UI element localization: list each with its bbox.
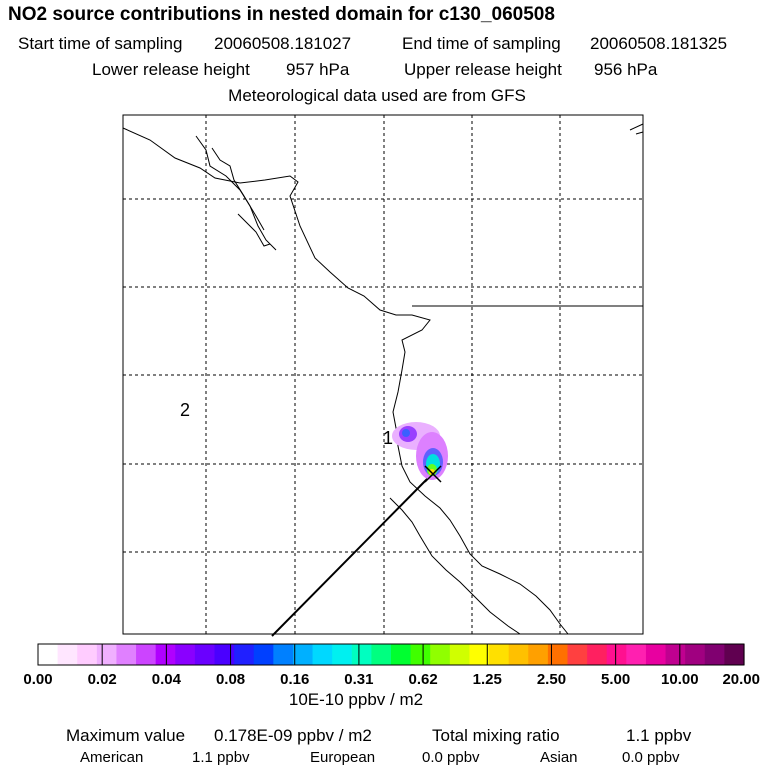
colorbar-cell [175, 644, 196, 665]
american-label: American [80, 749, 144, 766]
colorbar-cell [292, 644, 314, 665]
max-value-label: Maximum value [66, 726, 186, 745]
colorbar-tick-label: 2.50 [537, 671, 566, 688]
colorbar-cell [449, 644, 471, 665]
max-value: 0.178E-09 ppbv / m2 [214, 726, 372, 745]
colorbar-cell [391, 644, 412, 665]
colorbar-cell [351, 644, 372, 665]
plot-title: NO2 source contributions in nested domai… [8, 4, 555, 25]
colorbar-cell [57, 644, 78, 665]
lower-height-value: 957 hPa [286, 60, 350, 79]
colorbar-cell [704, 644, 725, 665]
colorbar-cell [312, 644, 333, 665]
asian-label: Asian [540, 749, 578, 766]
met-data-line: Meteorological data used are from GFS [228, 86, 526, 105]
colorbar-cell [234, 644, 255, 665]
colorbar-tick-label: 0.04 [152, 671, 182, 688]
colorbar-tick-label: 0.62 [408, 671, 437, 688]
colorbar-cell [194, 644, 216, 665]
map-gridlines [123, 115, 643, 634]
colorbar-tick-label: 20.00 [722, 671, 760, 688]
end-time-value: 20060508.181325 [590, 34, 728, 53]
american-value: 1.1 ppbv [192, 749, 250, 766]
colorbar-cell [626, 644, 647, 665]
release-point-marker [424, 465, 442, 483]
colorbar-cell [567, 644, 588, 665]
colorbar-tick-label: 0.08 [216, 671, 245, 688]
colorbar-tick-labels: 0.00 0.02 0.04 0.08 0.16 0.31 0.62 1.25 2.50 5.00… [23, 671, 760, 688]
colorbar-cell [606, 644, 627, 665]
colorbar-tick-label: 0.02 [88, 671, 117, 688]
colorbar-cell [587, 644, 608, 665]
european-value: 0.0 ppbv [422, 749, 480, 766]
colorbar-tick-label: 1.25 [473, 671, 502, 688]
colorbar-cell [410, 644, 431, 665]
colorbar-cells [38, 644, 745, 665]
coastline [122, 123, 644, 635]
colorbar-tick-label: 0.16 [280, 671, 309, 688]
start-time-value: 20060508.181027 [214, 34, 352, 53]
colorbar-cell [332, 644, 353, 665]
european-label: European [310, 749, 376, 766]
colorbar-cell [489, 644, 510, 665]
colorbar-cell [38, 644, 59, 665]
colorbar-cell [371, 644, 392, 665]
total-mixing-value: 1.1 ppbv [626, 726, 692, 745]
colorbar-unit-label: 10E-10 ppbv / m2 [288, 690, 424, 709]
end-time-label: End time of sampling [402, 34, 561, 53]
colorbar-cell [136, 644, 157, 665]
colorbar-cell [724, 644, 745, 665]
colorbar-cell [645, 644, 667, 665]
colorbar-tick-label: 0.31 [344, 671, 373, 688]
colorbar-cell [253, 644, 274, 665]
colorbar-cell [214, 644, 235, 665]
colorbar-tick-label: 5.00 [601, 671, 630, 688]
upper-height-value: 956 hPa [594, 60, 658, 79]
region-marker-1: 1 [383, 428, 393, 448]
colorbar-cell [469, 644, 490, 665]
colorbar-cell [155, 644, 176, 665]
colorbar-cell [273, 644, 294, 665]
flight-track-line [271, 473, 433, 637]
colorbar-cell [116, 644, 137, 665]
colorbar-cell [430, 644, 451, 665]
lower-height-label: Lower release height [92, 60, 250, 79]
colorbar-ticks [37, 644, 745, 665]
asian-value: 0.0 ppbv [622, 749, 680, 766]
colorbar-tick-label: 0.00 [23, 671, 52, 688]
total-mixing-label: Total mixing ratio [432, 726, 560, 745]
region-marker-2: 2 [180, 400, 190, 420]
colorbar-cell [528, 644, 549, 665]
colorbar-tick-label: 10.00 [661, 671, 699, 688]
colorbar-cell [77, 644, 98, 665]
colorbar-cell [547, 644, 569, 665]
colorbar-cell [508, 644, 529, 665]
colorbar-cell [685, 644, 706, 665]
colorbar-cell [665, 644, 686, 665]
colorbar-cell [96, 644, 118, 665]
upper-height-label: Upper release height [404, 60, 562, 79]
start-time-label: Start time of sampling [18, 34, 183, 53]
